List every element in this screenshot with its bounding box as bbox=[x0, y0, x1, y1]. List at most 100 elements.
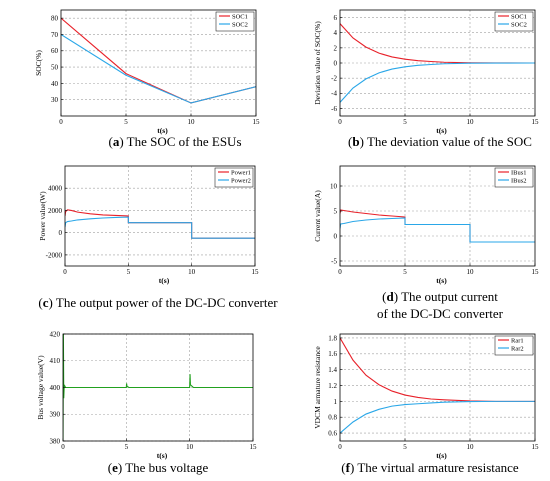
y-tick-label: 1 bbox=[334, 398, 338, 406]
x-tick-label: 10 bbox=[467, 443, 475, 451]
x-tick-label: 10 bbox=[188, 268, 196, 276]
x-tick-label: 10 bbox=[467, 118, 475, 126]
y-tick-label: 420 bbox=[50, 330, 61, 338]
caption-text: The SOC of the ESUs bbox=[124, 134, 242, 149]
caption-text: The output current bbox=[398, 289, 498, 304]
legend-label: SOC1 bbox=[232, 13, 248, 20]
caption-paren: ) bbox=[360, 134, 364, 149]
caption-paren: ( bbox=[38, 295, 42, 310]
caption-text: The virtual armature resistance bbox=[354, 460, 519, 475]
legend-label: Rar2 bbox=[511, 345, 524, 352]
series-line-rar2 bbox=[340, 400, 535, 434]
caption-paren: ) bbox=[394, 289, 398, 304]
series-line-voltage bbox=[63, 334, 253, 441]
legend-box bbox=[494, 167, 534, 188]
y-tick-label: 1.8 bbox=[328, 334, 337, 342]
legend-box bbox=[215, 11, 255, 32]
x-tick-label: 10 bbox=[467, 268, 475, 276]
y-tick-label: 400 bbox=[50, 384, 61, 392]
caption-letter: c bbox=[43, 295, 49, 310]
x-tick-label: 15 bbox=[532, 443, 540, 451]
caption-letter: f bbox=[346, 460, 351, 475]
x-tick-label: 5 bbox=[125, 443, 129, 451]
y-tick-label: 0.6 bbox=[328, 429, 337, 437]
y-tick-label: 0 bbox=[334, 232, 338, 240]
caption-text: The output power of the DC-DC converter bbox=[53, 295, 278, 310]
y-tick-label: 80 bbox=[51, 15, 59, 23]
y-tick-label: 30 bbox=[51, 96, 59, 104]
legend-label: SOC1 bbox=[511, 13, 527, 20]
caption: (e) The bus voltage bbox=[108, 460, 209, 475]
x-axis-label: t(s) bbox=[436, 276, 447, 285]
caption-paren: ( bbox=[341, 460, 345, 475]
series-line-soc2 bbox=[61, 33, 256, 104]
series-line-power2 bbox=[65, 216, 255, 239]
caption-paren: ) bbox=[119, 134, 123, 149]
y-tick-label: 390 bbox=[50, 411, 61, 419]
x-tick-label: 15 bbox=[253, 118, 261, 126]
legend-label: Rar1 bbox=[511, 337, 524, 344]
y-tick-label: -2000 bbox=[46, 251, 63, 259]
y-tick-label: 70 bbox=[51, 31, 59, 39]
x-tick-label: 0 bbox=[338, 118, 342, 126]
y-tick-label: -2 bbox=[331, 75, 337, 83]
x-axis-label: t(s) bbox=[157, 451, 168, 460]
caption-letter: a bbox=[113, 134, 120, 149]
y-tick-label: 1.4 bbox=[328, 366, 337, 374]
caption: (b) The deviation value of the SOC bbox=[348, 134, 532, 149]
x-tick-label: 10 bbox=[186, 443, 194, 451]
legend-label: Power2 bbox=[231, 177, 251, 184]
y-axis-label: SOC(%) bbox=[34, 50, 43, 76]
x-tick-label: 15 bbox=[532, 118, 540, 126]
series-line-ibus2 bbox=[340, 217, 535, 243]
caption-paren: ) bbox=[49, 295, 53, 310]
caption-paren: ) bbox=[118, 460, 122, 475]
y-axis-label: Power value(W) bbox=[38, 191, 47, 241]
axes-frame bbox=[64, 165, 256, 267]
x-axis-label: t(s) bbox=[436, 451, 447, 460]
caption: (f) The virtual armature resistance bbox=[341, 460, 519, 475]
caption-text: The deviation value of the SOC bbox=[364, 134, 532, 149]
caption-letter: b bbox=[352, 134, 359, 149]
y-tick-label: 0 bbox=[334, 59, 338, 67]
y-axis-label: VDCM armature resistance bbox=[313, 346, 322, 429]
caption: (c) The output power of the DC-DC conver… bbox=[38, 295, 278, 310]
x-tick-label: 15 bbox=[252, 268, 260, 276]
caption: (a) The SOC of the ESUs bbox=[108, 134, 241, 149]
y-axis-label: Current value(A) bbox=[313, 190, 322, 242]
legend-label: IBus1 bbox=[511, 169, 527, 176]
chart-b: 0 5 10 15 -6 -4 -2 0 2 4 6 t(s) Deviation value of S… bbox=[313, 9, 540, 149]
caption-text: The bus voltage bbox=[122, 460, 208, 475]
y-tick-label: -5 bbox=[331, 257, 337, 265]
x-tick-label: 15 bbox=[250, 443, 258, 451]
y-tick-label: 410 bbox=[50, 357, 61, 365]
caption-letter: d bbox=[387, 289, 395, 304]
caption-line-2: of the DC-DC converter bbox=[377, 306, 504, 321]
caption-letter: e bbox=[112, 460, 118, 475]
x-tick-label: 5 bbox=[403, 268, 407, 276]
legend-label: SOC2 bbox=[232, 21, 248, 28]
caption-paren: ) bbox=[350, 460, 354, 475]
caption: (d) The output current bbox=[382, 289, 498, 304]
y-tick-label: 380 bbox=[50, 437, 61, 445]
legend-box bbox=[214, 167, 254, 188]
x-tick-label: 0 bbox=[63, 268, 67, 276]
y-tick-label: 2000 bbox=[48, 207, 63, 215]
y-tick-label: 1.2 bbox=[328, 382, 337, 390]
y-tick-label: 1.6 bbox=[328, 350, 337, 358]
axes-frame bbox=[339, 165, 536, 267]
legend-box bbox=[494, 335, 534, 356]
x-tick-label: 15 bbox=[532, 268, 540, 276]
legend-label: Power1 bbox=[231, 169, 251, 176]
caption-paren: ( bbox=[348, 134, 352, 149]
x-tick-label: 0 bbox=[338, 268, 342, 276]
y-tick-label: 6 bbox=[334, 14, 338, 22]
x-tick-label: 10 bbox=[188, 118, 196, 126]
y-tick-label: -6 bbox=[331, 105, 337, 113]
